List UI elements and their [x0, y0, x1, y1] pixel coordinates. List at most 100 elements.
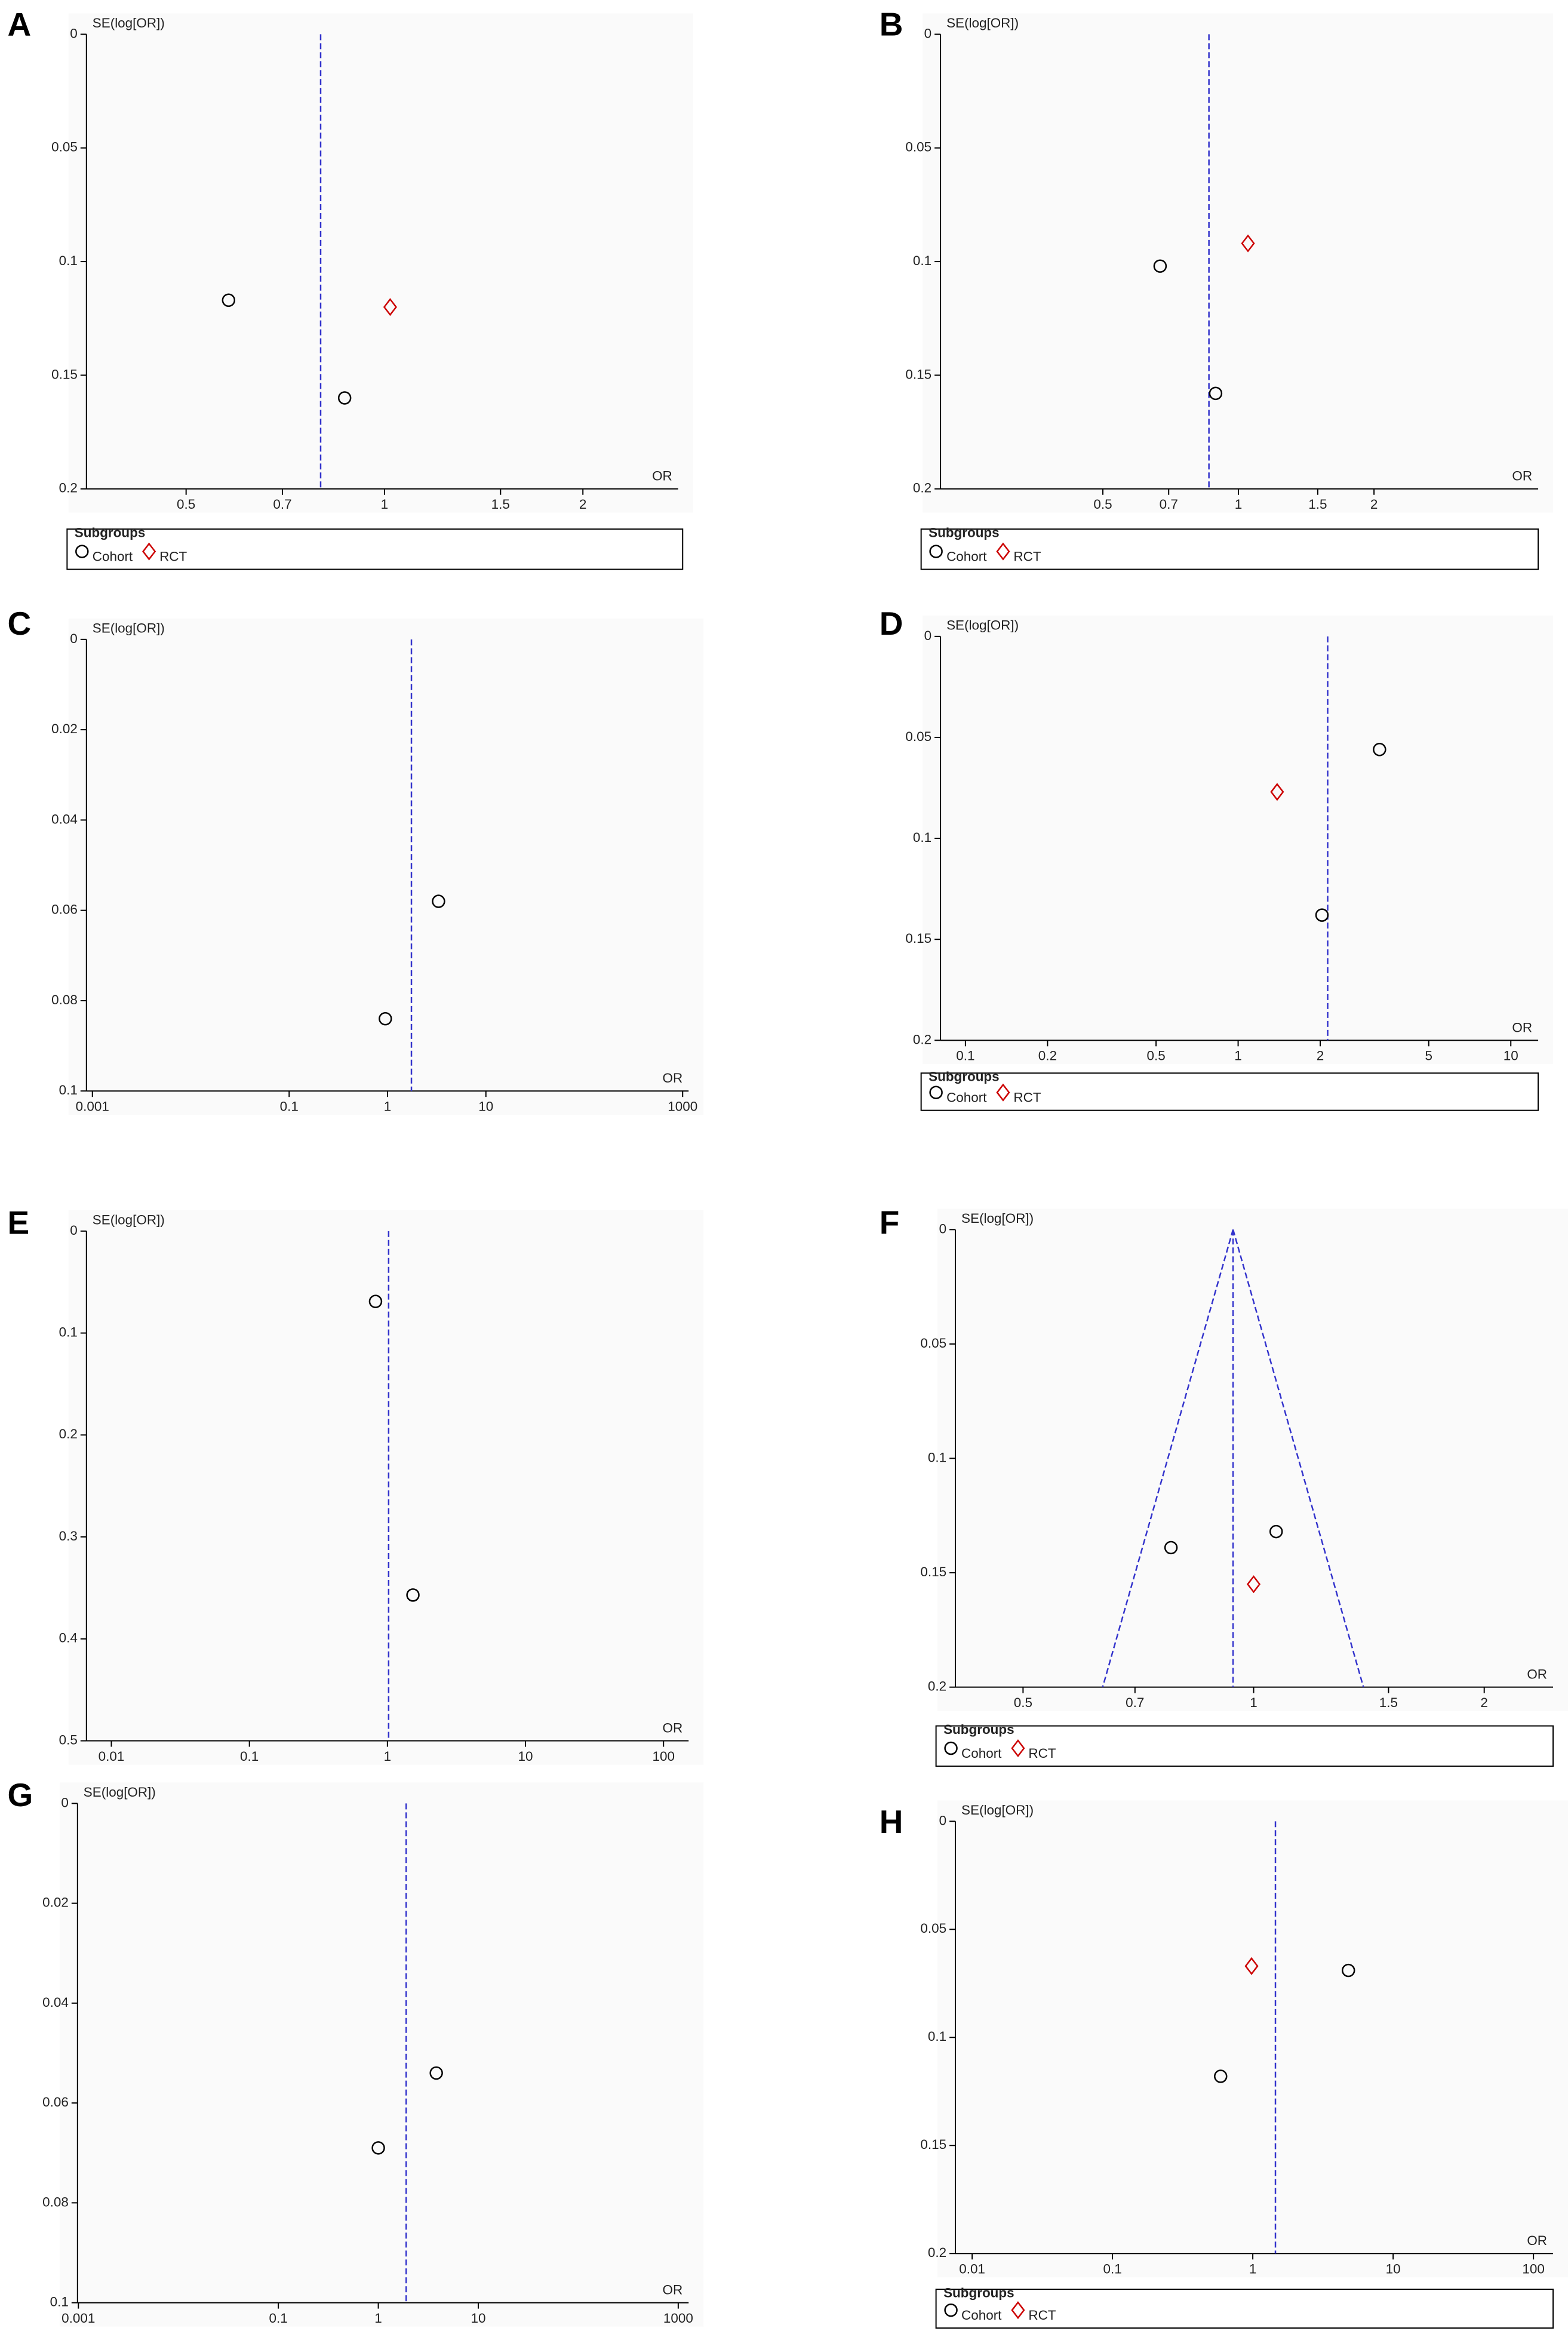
data-point [1269, 1524, 1283, 1539]
legend-marker [996, 542, 1010, 561]
x-tick-label: 0.1 [1103, 2262, 1121, 2277]
legend-marker [75, 545, 89, 558]
y-tick-label: 0.04 [42, 1995, 69, 2010]
data-point [379, 1011, 392, 1026]
x-tick-label: 0.2 [1038, 1048, 1057, 1063]
y-tick-label: 0.05 [905, 140, 931, 155]
legend-marker [929, 545, 943, 558]
x-tick-label: 1.5 [491, 497, 510, 512]
x-tick-label: 100 [652, 1749, 674, 1764]
x-tick-label: 0.5 [177, 497, 195, 512]
y-axis-label: SE(log[OR]) [961, 1211, 1034, 1226]
x-tick-label: 1 [1250, 1695, 1258, 1710]
y-axis-label: SE(log[OR]) [961, 1803, 1034, 1818]
panel-background [68, 618, 704, 1115]
x-tick-label: 5 [1425, 1048, 1433, 1063]
legend-title: Subgroups [943, 2286, 1014, 2301]
panel-letter: F [880, 1204, 900, 1241]
data-point [1315, 908, 1329, 922]
y-tick-label: 0.05 [920, 1921, 946, 1936]
x-tick-label: 0.5 [1093, 497, 1112, 512]
x-axis-label: OR [663, 2283, 683, 2298]
x-tick-label: 0.5 [1014, 1695, 1032, 1710]
x-tick-label: 1 [1249, 2262, 1257, 2277]
y-axis-label: SE(log[OR]) [84, 1785, 156, 1800]
data-point [1209, 386, 1223, 401]
y-tick-label: 0.15 [51, 367, 78, 382]
x-tick-label: 1 [384, 1749, 391, 1764]
y-tick-label: 0.08 [42, 2194, 69, 2209]
data-point [371, 2141, 385, 2155]
legend-title: Subgroups [928, 1069, 1000, 1084]
y-tick-label: 0.1 [59, 1325, 78, 1340]
legend-label: RCT [1013, 549, 1041, 564]
x-tick-label: 2 [1480, 1695, 1488, 1710]
y-tick-label: 0.05 [920, 1336, 946, 1351]
y-tick-label: 0.2 [913, 1032, 931, 1047]
y-tick-label: 0.2 [928, 1679, 946, 1694]
y-axis-label: SE(log[OR]) [946, 16, 1019, 30]
x-tick-label: 10 [518, 1749, 533, 1764]
panel-letter: C [7, 605, 31, 642]
x-tick-label: 0.7 [1126, 1695, 1144, 1710]
panel-background [923, 615, 1554, 1065]
y-tick-label: 0.1 [913, 830, 931, 845]
y-tick-label: 0.1 [928, 2029, 946, 2044]
x-axis-label: OR [652, 469, 672, 484]
x-tick-label: 10 [471, 2311, 486, 2326]
y-tick-label: 0.15 [905, 931, 931, 946]
x-tick-label: 10 [1504, 1048, 1518, 1063]
funnel-line [1232, 1229, 1364, 1688]
legend-label: RCT [1013, 1090, 1041, 1105]
legend-marker [1011, 1739, 1025, 1758]
x-tick-label: 1 [381, 497, 389, 512]
data-point [1164, 1540, 1178, 1555]
y-tick-label: 0.3 [59, 1529, 78, 1543]
y-tick-label: 0.06 [42, 2095, 69, 2109]
x-axis-label: OR [663, 1720, 683, 1735]
legend-marker [142, 542, 156, 561]
x-axis-label: OR [1512, 469, 1532, 484]
x-axis-label: OR [663, 1071, 683, 1085]
legend-label: RCT [1028, 1746, 1056, 1761]
y-tick-label: 0 [924, 26, 932, 41]
y-axis-label: SE(log[OR]) [93, 16, 165, 30]
data-point [1153, 259, 1167, 273]
panel-letter: E [7, 1204, 29, 1241]
y-tick-label: 0.2 [928, 2245, 946, 2260]
y-tick-label: 0.02 [51, 721, 78, 736]
y-tick-label: 0.1 [50, 2295, 69, 2310]
y-tick-label: 0.1 [59, 253, 78, 268]
x-tick-label: 1 [384, 1099, 392, 1114]
x-tick-label: 0.01 [99, 1749, 125, 1764]
panel-background [937, 1800, 1568, 2278]
y-tick-label: 0 [70, 1223, 77, 1238]
legend-marker [944, 2303, 958, 2317]
legend-box [920, 1072, 1539, 1111]
y-tick-label: 0.15 [920, 1564, 946, 1579]
data-point [1341, 1963, 1355, 1978]
y-tick-label: 0.1 [913, 253, 931, 268]
x-axis-label: OR [1527, 2233, 1547, 2248]
x-tick-label: 2 [1317, 1048, 1324, 1063]
y-tick-label: 0.04 [51, 811, 78, 826]
legend-label: Cohort [961, 1746, 1002, 1761]
data-point [222, 293, 236, 307]
y-axis-label: SE(log[OR]) [93, 1212, 165, 1227]
funnel-line [1102, 1229, 1234, 1688]
panel-background [68, 13, 693, 513]
y-tick-label: 0.15 [920, 2137, 946, 2152]
legend-marker [1011, 2301, 1025, 2320]
y-tick-label: 0.1 [928, 1450, 946, 1465]
legend-title: Subgroups [928, 525, 1000, 540]
legend-label: Cohort [93, 549, 133, 564]
x-tick-label: 10 [478, 1099, 493, 1114]
y-axis-label: SE(log[OR]) [946, 617, 1019, 632]
x-tick-label: 1.5 [1308, 497, 1327, 512]
x-tick-label: 1 [374, 2311, 382, 2326]
legend-label: Cohort [961, 2308, 1002, 2323]
y-tick-label: 0.02 [42, 1895, 69, 1910]
x-tick-label: 0.001 [62, 2311, 95, 2326]
y-tick-label: 0.2 [59, 1426, 78, 1441]
